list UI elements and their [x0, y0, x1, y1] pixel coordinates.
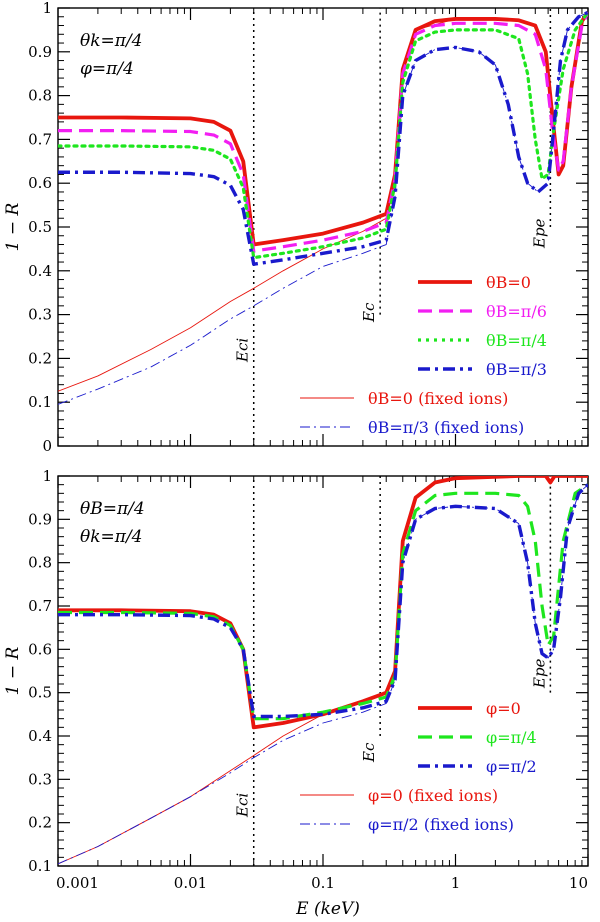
x-axis-title: E (keV)	[295, 899, 360, 919]
series-line	[58, 10, 588, 266]
y-axis-title: 1 − R	[3, 202, 23, 251]
y-tick-label: 0.2	[28, 349, 52, 367]
y-tick-label: 0.1	[28, 857, 52, 875]
y-tick-label: 0.3	[28, 770, 52, 788]
y-tick-label: 0.3	[28, 306, 52, 324]
legend-label: θB=0	[486, 273, 531, 292]
y-tick-label: 0.2	[28, 814, 52, 832]
legend-label: φ=0 (fixed ions)	[368, 786, 498, 805]
y-tick-label: 0.7	[28, 130, 52, 148]
marker-label: Epe	[530, 658, 548, 689]
series-line	[58, 476, 588, 730]
x-tick-label: 10	[569, 874, 588, 892]
series-line	[58, 484, 588, 865]
marker-label: Ec	[360, 742, 378, 763]
panel-top: 0 0.1 0.2 0.3 0.4 0.5 0.6 0.7 0.8 0.9 1 1 − R Eci Ec E…	[3, 0, 589, 455]
legend-label: θB=π/6	[486, 302, 547, 321]
x-tick-label: 1	[451, 874, 461, 892]
series-line	[58, 483, 588, 721]
marker-label: Epe	[530, 218, 548, 249]
y-tick-label: 1	[42, 467, 52, 485]
marker-label: Eci	[234, 793, 252, 818]
y-axis-title: 1 − R	[3, 646, 23, 695]
legend-label: θB=π/3	[486, 360, 547, 379]
series-line	[58, 483, 588, 719]
panel-bottom: 0.001 0.01 0.1 1 10 0.1 0.2 0.3 0.4 0.5 0.6 0.7 0.8 0…	[3, 467, 589, 892]
series-line	[58, 10, 588, 260]
legend-label: θB=0 (fixed ions)	[368, 389, 508, 408]
legend-label: φ=0	[486, 699, 521, 718]
plot-frame	[57, 7, 589, 447]
parameter-annotation: θk=π/4	[80, 31, 143, 51]
y-tick-label: 0.5	[28, 218, 52, 236]
parameter-annotation: θk=π/4	[80, 527, 143, 547]
y-tick-label: 0.9	[28, 43, 52, 61]
y-tick-label: 0.9	[28, 510, 52, 528]
legend-label: φ=π/2 (fixed ions)	[368, 815, 514, 834]
parameter-annotation: θB=π/4	[80, 499, 145, 519]
marker-label: Eci	[234, 338, 252, 363]
marker-label: Ec	[360, 302, 378, 323]
legend-label: φ=π/2	[486, 757, 537, 776]
y-tick-label: 0.1	[28, 393, 52, 411]
y-tick-label: 0.7	[28, 597, 52, 615]
x-tick-label: 0.001	[56, 874, 99, 892]
series-line	[58, 11, 588, 253]
x-tick-label: 0.1	[311, 874, 335, 892]
legend-label: θB=π/3 (fixed ions)	[368, 418, 524, 437]
y-tick-label: 1	[42, 0, 52, 17]
y-tick-label: 0.4	[28, 727, 52, 745]
y-tick-label: 0	[42, 437, 52, 455]
parameter-annotation: φ=π/4	[80, 59, 134, 79]
y-tick-label: 0.6	[28, 640, 52, 658]
y-tick-label: 0.8	[28, 87, 52, 105]
y-tick-label: 0.6	[28, 174, 52, 192]
y-tick-label: 0.8	[28, 554, 52, 572]
legend-label: θB=π/4	[486, 331, 547, 350]
y-tick-label: 0.5	[28, 684, 52, 702]
y-tick-label: 0.4	[28, 262, 52, 280]
x-tick-label: 0.01	[174, 874, 207, 892]
legend-label: φ=π/4	[486, 728, 537, 747]
